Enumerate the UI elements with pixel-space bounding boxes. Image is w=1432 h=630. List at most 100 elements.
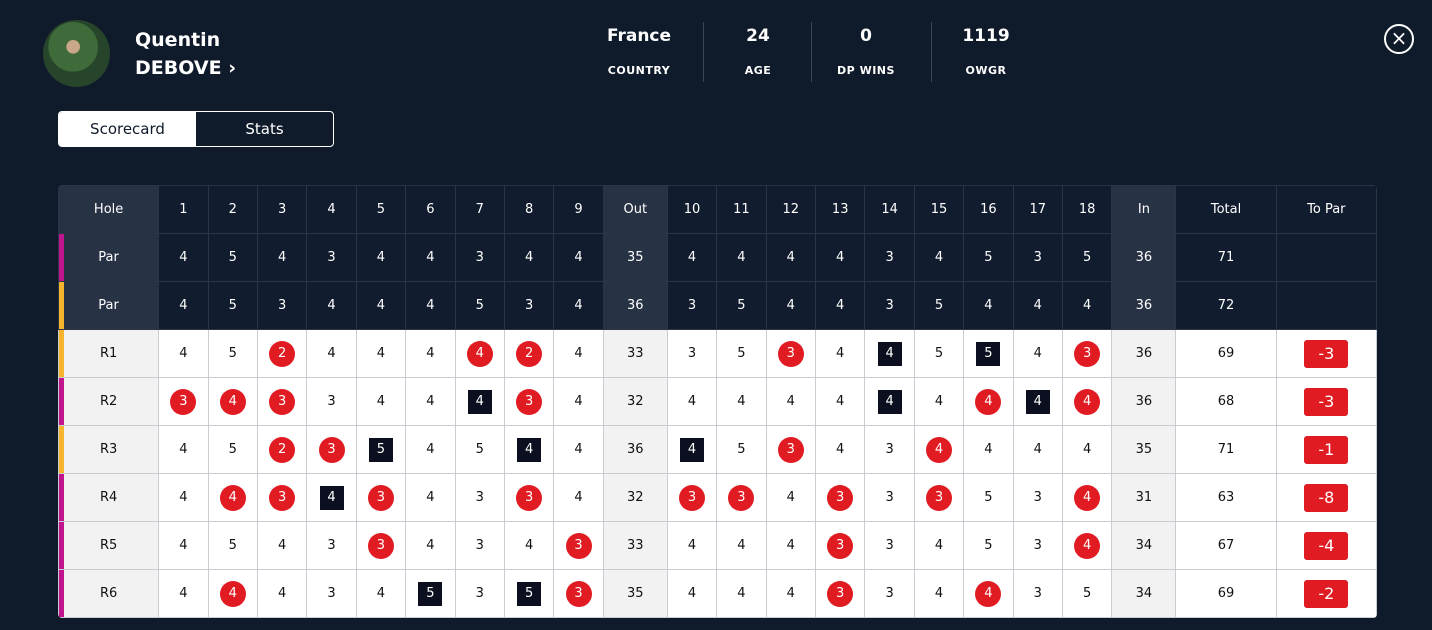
score-cell: 3 <box>306 425 357 474</box>
score: 4 <box>376 250 386 265</box>
to-par: -3 <box>1304 387 1349 416</box>
score-cell: 4 <box>913 233 965 282</box>
birdie-score: 3 <box>516 484 543 511</box>
score-cell: 4 <box>553 329 604 378</box>
score-cell: 5 <box>1061 233 1113 282</box>
score-cell: 4 <box>716 233 767 282</box>
score: 5 <box>984 250 993 265</box>
birdie-score: 3 <box>269 484 296 511</box>
divider <box>931 22 932 82</box>
score: 4 <box>278 586 287 601</box>
row-accent <box>59 570 64 617</box>
score: 4 <box>574 490 583 505</box>
header-cell: 17 <box>1012 185 1063 234</box>
to-par-cell: -3 <box>1275 377 1377 426</box>
score-cell: 4 <box>814 281 866 330</box>
score: 5 <box>934 346 944 361</box>
score-cell: 5 <box>716 425 767 474</box>
score-cell: 4 <box>355 233 407 282</box>
score-cell: 4 <box>1061 377 1113 426</box>
score-cell: 4 <box>405 521 456 570</box>
score-cell: 4 <box>306 329 357 378</box>
header-cell: 9 <box>553 185 604 234</box>
score: 4 <box>737 250 746 265</box>
score: 3 <box>1033 538 1042 553</box>
score-cell: 33 <box>602 521 668 570</box>
score-cell: 4 <box>207 473 258 522</box>
first-name: Quentin <box>135 29 221 51</box>
score: 4 <box>574 442 583 457</box>
score-cell: 72 <box>1175 281 1277 330</box>
score-cell: 3 <box>1012 233 1063 282</box>
player-name[interactable]: Quentin DEBOVE › <box>135 26 236 82</box>
score-cell: 4 <box>814 329 866 378</box>
score: 4 <box>836 442 845 457</box>
score: 3 <box>524 298 534 313</box>
birdie-score: 4 <box>466 340 493 367</box>
score: 5 <box>737 442 746 457</box>
score-cell: 4 <box>913 425 965 474</box>
score-cell: 68 <box>1175 377 1277 426</box>
score-cell: 71 <box>1175 233 1277 282</box>
header-cell: 6 <box>405 185 456 234</box>
birdie-score: 3 <box>777 436 804 463</box>
score: 4 <box>278 538 287 553</box>
score: 3 <box>885 298 894 313</box>
score-cell: 4 <box>963 377 1014 426</box>
row-label-cell: R4 <box>58 473 160 522</box>
header-cell: 5 <box>355 185 407 234</box>
score-cell: 3 <box>814 473 866 522</box>
score-cell: 4 <box>666 233 718 282</box>
bogey-score: 4 <box>1025 389 1050 414</box>
score-cell: 3 <box>864 233 915 282</box>
score: 4 <box>934 538 944 553</box>
score-cell: 3 <box>1012 521 1063 570</box>
to-par: -4 <box>1304 531 1349 560</box>
score: 63 <box>1217 490 1235 505</box>
par-row: Par 4 5 3 4 4 4 5 3 4 36 3 5 4 4 3 5 4 4 4 36 72 <box>58 281 1377 330</box>
score-cell: 69 <box>1175 329 1277 378</box>
score-cell: 4 <box>963 425 1014 474</box>
score: 4 <box>786 538 795 553</box>
score-cell: 31 <box>1111 473 1177 522</box>
score-cell: 3 <box>913 473 965 522</box>
score: 72 <box>1217 298 1235 313</box>
score-cell: 4 <box>1061 425 1113 474</box>
birdie-score: 4 <box>219 484 246 511</box>
tab[interactable]: Scorecard <box>59 112 196 146</box>
score-cell: 5 <box>207 425 258 474</box>
row-label-cell: R6 <box>58 569 160 618</box>
score: 71 <box>1217 250 1235 265</box>
score-cell: 3 <box>454 233 505 282</box>
score: 5 <box>1083 250 1092 265</box>
birdie-score: 2 <box>269 436 296 463</box>
score-cell: 4 <box>716 521 767 570</box>
score: 5 <box>737 346 746 361</box>
score-cell: 4 <box>158 521 209 570</box>
birdie-score: 4 <box>975 580 1002 607</box>
score: 4 <box>376 298 386 313</box>
score-cell: 4 <box>355 569 407 618</box>
score-cell: 2 <box>256 329 308 378</box>
score: 4 <box>327 346 336 361</box>
score-cell: 5 <box>207 521 258 570</box>
score-cell: 36 <box>1111 377 1177 426</box>
score-cell: 4 <box>666 377 718 426</box>
birdie-score: 4 <box>219 388 246 415</box>
header-cell: 7 <box>454 185 505 234</box>
score: 4 <box>278 250 287 265</box>
score-cell: 5 <box>454 425 505 474</box>
score-cell: 3 <box>306 569 357 618</box>
score: 4 <box>786 490 795 505</box>
row-label: R1 <box>99 346 118 361</box>
score: 3 <box>687 346 697 361</box>
score-cell: 3 <box>1012 473 1063 522</box>
birdie-score: 3 <box>516 388 543 415</box>
score-cell: 4 <box>765 473 817 522</box>
birdie-score: 3 <box>367 484 394 511</box>
score-cell: 4 <box>864 377 915 426</box>
stat: 1119 OWGR <box>932 26 1040 77</box>
close-button[interactable]: × <box>1384 24 1414 54</box>
tab[interactable]: Stats <box>245 120 284 138</box>
score-cell: 4 <box>1012 377 1063 426</box>
